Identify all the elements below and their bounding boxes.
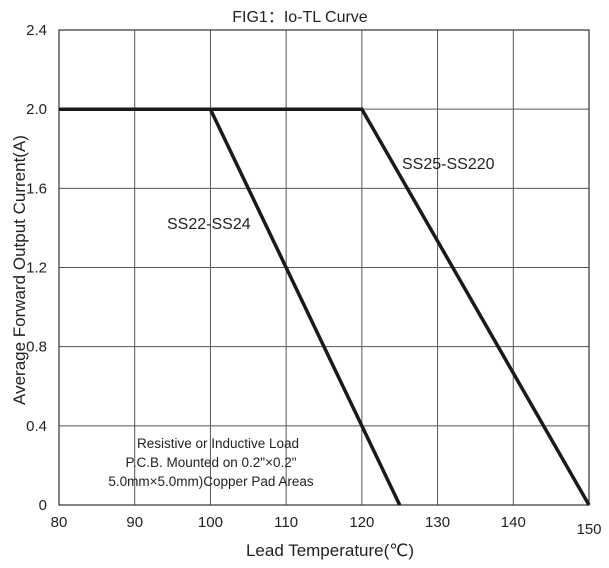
x-axis-label: Lead Temperature(℃)	[246, 541, 414, 560]
note-line-1: Resistive or Inductive Load	[137, 436, 299, 451]
series-label-ss25-ss220: SS25-SS220	[402, 156, 495, 173]
note-line-2: P.C.B. Mounted on 0.2"×0.2"	[125, 455, 296, 470]
y-tick-label-2: 0.8	[26, 339, 47, 356]
x-tick-label-3: 110	[274, 514, 298, 531]
y-tick-label-0: 0	[39, 497, 47, 514]
x-tick-label-0: 80	[51, 514, 68, 531]
series-lines	[59, 107, 591, 506]
x-tick-label-1: 90	[126, 514, 143, 531]
series-line-1	[59, 107, 591, 506]
x-tick-labels: 80 90 100 110 120 130 140 150	[51, 514, 602, 538]
y-tick-label-5: 2.0	[26, 101, 47, 118]
x-tick-label-6: 140	[501, 514, 526, 531]
series-label-ss22-ss24: SS22-SS24	[167, 216, 251, 233]
y-tick-label-1: 0.4	[26, 418, 47, 435]
plot-frame	[58, 29, 590, 506]
x-tick-label-5: 130	[425, 514, 450, 531]
x-tick-label-4: 120	[349, 514, 374, 531]
y-tick-label-4: 1.6	[26, 180, 47, 197]
y-tick-label-3: 1.2	[26, 260, 47, 277]
y-axis-label: Average Forward Output Current(A)	[10, 135, 29, 405]
chart-title: FIG1：Io-TL Curve	[232, 9, 368, 26]
y-tick-label-6: 2.4	[26, 22, 47, 39]
x-tick-label-2: 100	[198, 514, 223, 531]
annotation-note: Resistive or Inductive Load P.C.B. Mount…	[108, 436, 313, 489]
x-tick-label-7: 150	[576, 521, 601, 538]
note-line-3: 5.0mm×5.0mm)Copper Pad Areas	[108, 474, 313, 489]
grid	[58, 29, 590, 506]
y-tick-labels: 0 0.4 0.8 1.2 1.6 2.0 2.4	[26, 22, 47, 514]
